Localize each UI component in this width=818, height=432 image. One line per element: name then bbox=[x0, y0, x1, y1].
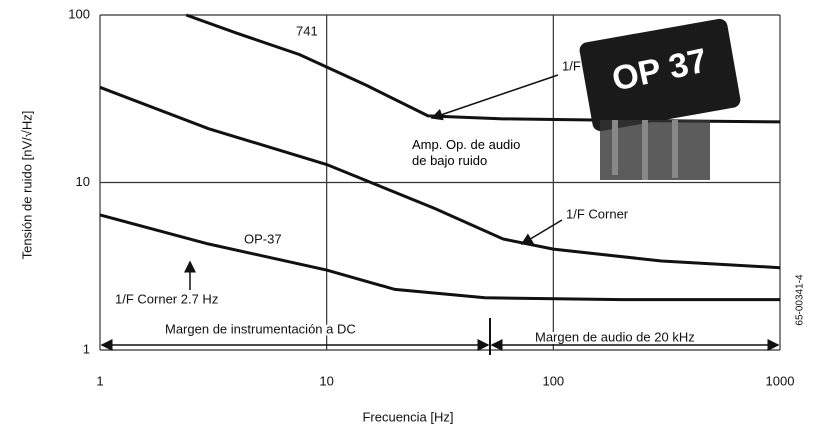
annotation: 65-00341-4 bbox=[795, 274, 806, 326]
y-tick-label: 1 bbox=[83, 341, 90, 356]
series-label: Amp. Op. de audio de bajo ruido bbox=[408, 135, 531, 171]
annotation: 1/F Corner bbox=[566, 206, 629, 221]
y-axis-label: Tensión de ruido [nV/√Hz] bbox=[19, 111, 34, 260]
series-line bbox=[100, 215, 780, 300]
x-axis-label: Frecuencia [Hz] bbox=[362, 409, 453, 424]
x-tick-label: 100 bbox=[542, 373, 564, 388]
arrow bbox=[522, 220, 562, 244]
chip-photo: OP 37 bbox=[578, 18, 741, 180]
annotation: Margen de audio de 20 kHz bbox=[535, 329, 695, 344]
y-tick-label: 100 bbox=[68, 6, 90, 21]
x-tick-label: 1000 bbox=[766, 373, 795, 388]
x-tick-label: 10 bbox=[319, 373, 333, 388]
arrow bbox=[432, 75, 558, 118]
x-tick-label: 1 bbox=[96, 373, 103, 388]
series-label: 741 bbox=[296, 23, 318, 38]
y-tick-label: 10 bbox=[76, 174, 90, 189]
annotation: Margen de instrumentación a DC bbox=[165, 321, 356, 336]
series-label-box: Amp. Op. de audio de bajo ruido bbox=[408, 135, 538, 195]
chart: Frecuencia [Hz] Tensión de ruido [nV/√Hz… bbox=[0, 0, 818, 432]
annotation: 1/F Corner 2.7 Hz bbox=[115, 291, 218, 306]
series-label: OP-37 bbox=[244, 231, 282, 246]
